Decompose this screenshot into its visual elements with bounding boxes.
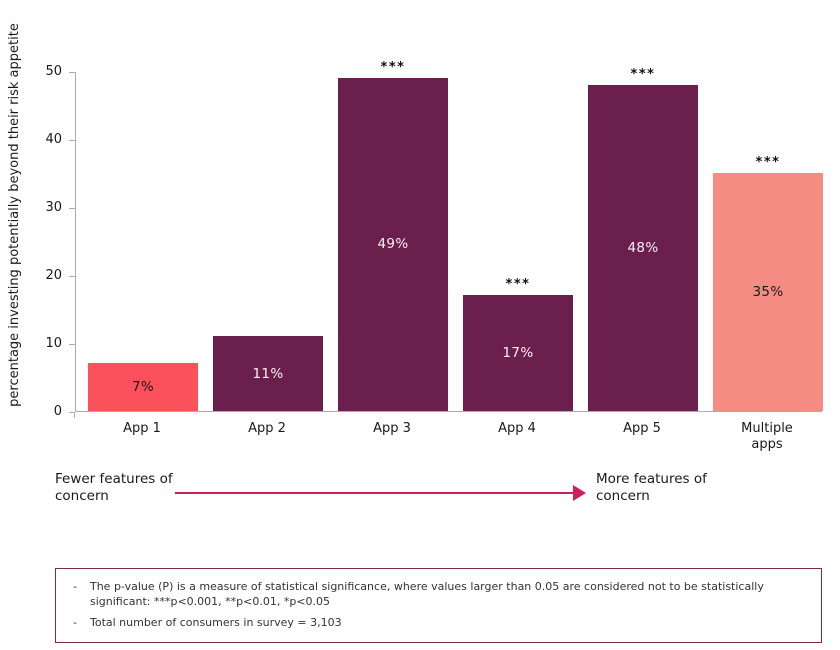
footnote-bullet: - [73, 580, 77, 593]
significance-stars: *** [380, 59, 406, 75]
bar-value-label: 11% [252, 365, 284, 382]
y-tick-mark [69, 140, 75, 141]
bar-app-2: 11% [213, 336, 323, 411]
fewer-features-label: Fewer features of concern [55, 471, 173, 504]
footnote-text: The p-value (P) is a measure of statisti… [89, 580, 764, 608]
y-tick-label: 40 [45, 132, 62, 147]
bar-app-5: 48% [588, 84, 698, 411]
significance-stars: *** [755, 155, 781, 170]
y-tick-mark [69, 72, 75, 73]
trend-arrow-head-icon [573, 485, 586, 501]
bar-app-4: 17% [463, 295, 573, 411]
bar-app-1: 7% [88, 363, 198, 411]
bar-value-label: 17% [502, 345, 534, 362]
more-features-label: More features of concern [596, 471, 707, 504]
y-tick-label: 0 [53, 404, 62, 419]
feature-concern-annotation: Fewer features of concern More features … [0, 468, 840, 518]
significance-stars: *** [505, 277, 531, 293]
footnote-item: - The p-value (P) is a measure of statist… [73, 580, 805, 609]
y-tick-label: 50 [45, 64, 62, 79]
x-category-label: App 2 [248, 421, 286, 436]
bar-value-label: 49% [377, 236, 409, 253]
footnote-bullet: - [73, 616, 77, 629]
y-tick-mark [69, 208, 75, 209]
y-tick-mark [69, 344, 75, 345]
bar-value-label: 35% [752, 284, 784, 300]
significance-stars: *** [630, 66, 656, 82]
x-category-label: App 3 [373, 421, 411, 436]
x-category-label: App 1 [123, 421, 161, 436]
bar-app-3: 49% [338, 77, 448, 411]
y-tick-label: 30 [45, 200, 62, 215]
bar-value-label: 7% [131, 379, 155, 396]
footnote-text: Total number of consumers in survey = 3,… [89, 616, 342, 629]
y-tick-mark [69, 412, 75, 413]
x-category-label: App 4 [498, 421, 536, 436]
y-tick-label: 10 [45, 336, 62, 351]
trend-arrow-line [175, 492, 573, 494]
y-tick-label: 20 [45, 268, 62, 283]
x-category-label: Multiple apps [741, 421, 793, 452]
bar-value-label: 48% [627, 239, 659, 256]
plot-area: 7% 11% 49% *** 17% *** 48% *** 35% *** [75, 60, 823, 412]
y-tick-mark [69, 276, 75, 277]
footnote-box: - The p-value (P) is a measure of statist… [55, 568, 822, 643]
footnote-item: - Total number of consumers in survey = 3… [73, 616, 805, 631]
bar-multiple-apps: 35% [713, 173, 823, 411]
x-axis-origin-tick [74, 413, 75, 418]
x-category-label: App 5 [623, 421, 661, 436]
